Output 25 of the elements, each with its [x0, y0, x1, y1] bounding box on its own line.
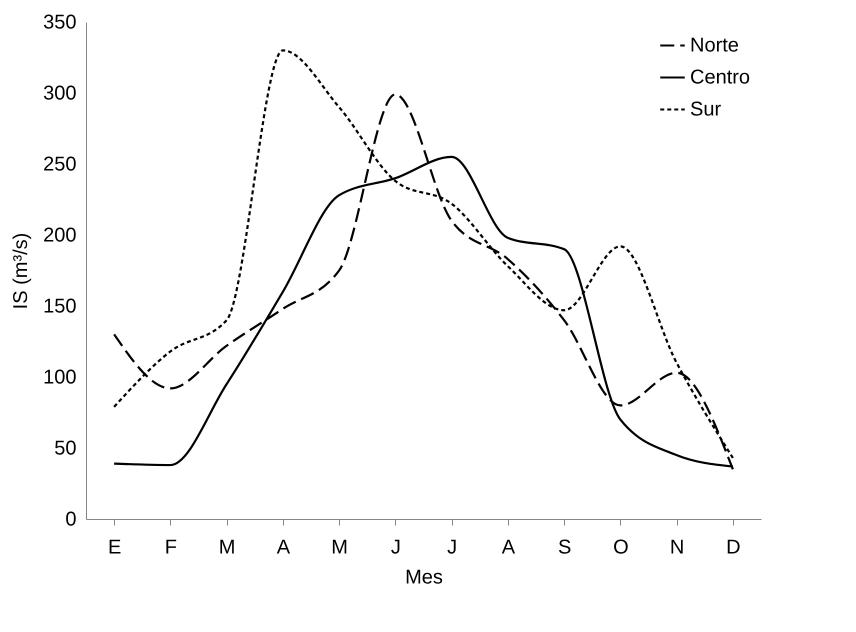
x-axis-title: Mes	[405, 566, 443, 588]
legend-label: Sur	[690, 98, 722, 120]
legend-label: Centro	[690, 66, 750, 88]
legend-label: Norte	[690, 34, 739, 56]
x-tick-label: N	[670, 536, 684, 558]
y-axis-title: IS (m³/s)	[10, 232, 32, 310]
x-tick-label: J	[390, 536, 401, 558]
y-tick-label: 250	[43, 154, 76, 176]
y-tick-label: 0	[65, 508, 76, 530]
y-tick-label: 300	[43, 82, 76, 104]
x-tick-label: S	[558, 536, 572, 558]
x-tick-label: O	[613, 536, 629, 558]
y-tick-label: 100	[43, 366, 76, 388]
x-tick-label: M	[331, 536, 348, 558]
y-tick-label: 150	[43, 296, 76, 318]
x-tick-label: M	[218, 536, 236, 558]
x-tick-label: A	[502, 536, 516, 558]
x-tick-label: J	[447, 536, 458, 558]
y-tick-label: 350	[43, 12, 76, 34]
x-tick-label: A	[276, 536, 291, 558]
y-tick-label: 50	[54, 438, 76, 460]
x-tick-label: D	[726, 536, 741, 558]
x-tick-label: E	[108, 536, 122, 558]
y-tick-label: 200	[43, 224, 76, 246]
x-tick-label: F	[164, 536, 177, 558]
